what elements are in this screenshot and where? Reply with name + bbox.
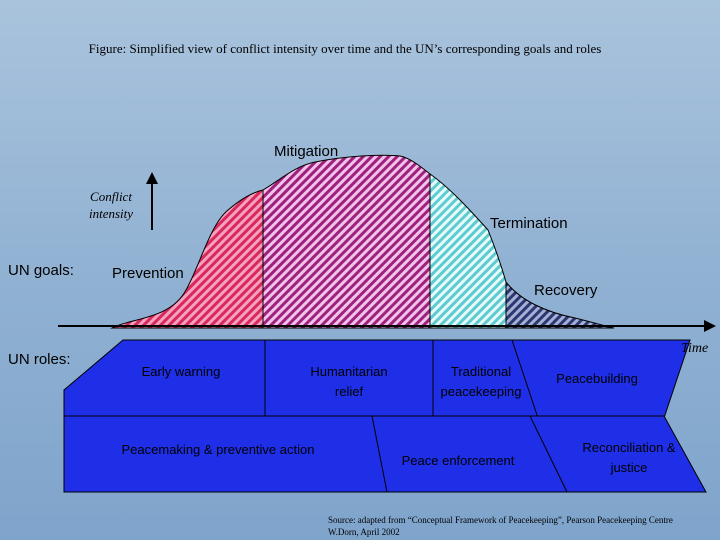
source-line-2: W.Dorn, April 2002	[328, 527, 400, 537]
recovery-area	[505, 280, 615, 329]
role-box-row2	[63, 415, 707, 493]
role-divider	[529, 415, 568, 493]
prevention-area	[110, 189, 264, 329]
time-axis-arrowhead	[704, 320, 716, 332]
y-axis-arrowhead	[146, 172, 158, 184]
goal-mitigation-label: Mitigation	[274, 143, 339, 160]
x-axis-label: Time	[681, 341, 709, 356]
goal-prevention-label: Prevention	[112, 265, 184, 282]
goal-termination-label: Termination	[490, 215, 568, 232]
y-axis-label: Conflict intensity	[88, 189, 134, 221]
role-traditional-peacekeeping: Traditional peacekeeping	[440, 364, 522, 399]
goal-recovery-label: Recovery	[534, 282, 598, 299]
role-peacebuilding: Peacebuilding	[556, 371, 638, 386]
figure-title: Figure: Simplified view of conflict inte…	[88, 41, 602, 56]
role-peacemaking: Peacemaking & preventive action	[121, 442, 315, 457]
source-note: Source: adapted from “Conceptual Framewo…	[328, 514, 673, 538]
un-goals-label: UN goals:	[8, 262, 74, 279]
role-peace-enforcement: Peace enforcement	[401, 453, 515, 468]
un-roles-label: UN roles:	[8, 351, 71, 368]
source-line-1: Source: adapted from “Conceptual Framewo…	[328, 515, 673, 525]
role-humanitarian-relief: Humanitarian relief	[310, 364, 388, 399]
mitigation-area	[262, 154, 431, 329]
role-divider	[371, 415, 388, 493]
role-reconciliation-justice: Reconciliation & justice	[582, 440, 676, 475]
role-early-warning: Early warning	[141, 364, 221, 379]
termination-area	[429, 173, 507, 329]
